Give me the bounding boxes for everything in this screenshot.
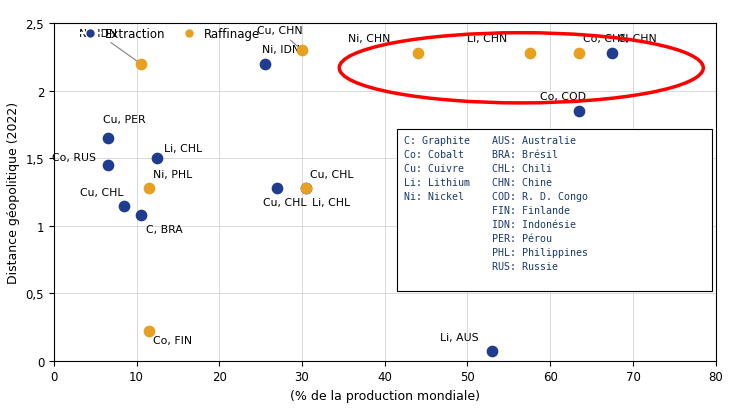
Point	[101, 135, 113, 142]
Y-axis label: Distance géopolitique (2022): Distance géopolitique (2022)	[7, 102, 20, 283]
Text: Co, COD: Co, COD	[540, 92, 586, 102]
FancyBboxPatch shape	[397, 129, 712, 291]
Legend: Extraction, Raffinage: Extraction, Raffinage	[73, 23, 265, 46]
Text: Ni, CHN: Ni, CHN	[347, 34, 390, 45]
Point	[143, 185, 155, 192]
Text: Cu, CHL: Cu, CHL	[310, 169, 354, 179]
Point	[101, 162, 113, 169]
Point	[573, 51, 585, 57]
Text: C, CHN: C, CHN	[618, 34, 656, 44]
Text: Li, CHL: Li, CHL	[164, 143, 202, 153]
Point	[272, 185, 283, 192]
Point	[151, 155, 163, 162]
Point	[296, 48, 308, 54]
Point	[135, 212, 147, 219]
Point	[259, 61, 271, 68]
Point	[486, 348, 498, 355]
Text: Co, FIN: Co, FIN	[153, 335, 192, 345]
Point	[523, 51, 535, 57]
Point	[143, 328, 155, 335]
Text: Cu, CHN: Cu, CHN	[256, 26, 302, 49]
Point	[412, 51, 423, 57]
Text: Co, RUS: Co, RUS	[52, 153, 96, 163]
Text: Li, AUS: Li, AUS	[439, 332, 478, 342]
Point	[118, 203, 130, 209]
Text: Cu, CHL: Cu, CHL	[80, 188, 123, 198]
Text: Co, CHN: Co, CHN	[583, 34, 629, 45]
Text: Li, CHN: Li, CHN	[467, 34, 508, 45]
Text: Ni, PHL: Ni, PHL	[153, 169, 193, 179]
Text: Cu, CHL: Cu, CHL	[264, 198, 307, 208]
Text: Li, CHL: Li, CHL	[312, 198, 350, 208]
Text: Ni, IDN: Ni, IDN	[262, 45, 300, 55]
X-axis label: (% de la production mondiale): (% de la production mondiale)	[290, 389, 480, 402]
Point	[573, 108, 585, 115]
Point	[135, 61, 147, 68]
Text: Cu, PER: Cu, PER	[104, 115, 146, 125]
Text: Ni, IDN: Ni, IDN	[79, 29, 139, 63]
Text: C, BRA: C, BRA	[146, 225, 183, 235]
Text: AUS: Australie
BRA: Brésil
CHL: Chili
CHN: Chine
COD: R. D. Congo
FIN: Finlande
: AUS: Australie BRA: Brésil CHL: Chili CH…	[492, 136, 588, 272]
Point	[300, 185, 312, 192]
Point	[300, 185, 312, 192]
Text: C: Graphite
Co: Cobalt
Cu: Cuivre
Li: Lithium
Ni: Nickel: C: Graphite Co: Cobalt Cu: Cuivre Li: Li…	[404, 136, 470, 202]
Point	[607, 51, 618, 57]
